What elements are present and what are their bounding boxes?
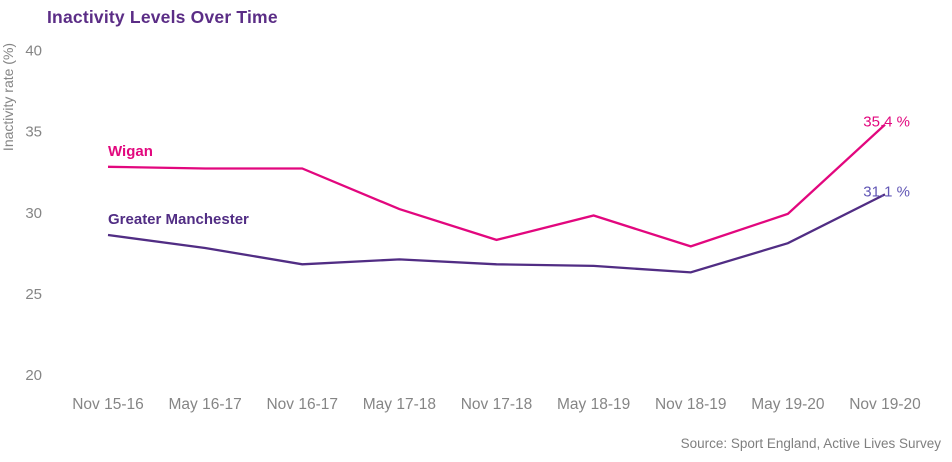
x-tick-label: Nov 18-19 [655,396,727,413]
y-tick-label: 35 [25,124,42,141]
y-tick-label: 25 [25,286,42,303]
source-caption: Source: Sport England, Active Lives Surv… [680,436,941,451]
y-tick-label: 40 [25,42,42,59]
series-line-greater-manchester [107,193,886,274]
series-line-wigan [107,123,886,248]
x-tick-label: Nov 19-20 [849,396,921,413]
chart-title: Inactivity Levels Over Time [47,7,278,27]
x-tick-label: Nov 17-18 [461,396,533,413]
series-label-wigan: Wigan [108,143,153,160]
y-tick-label: 20 [25,367,42,384]
y-axis-title: Inactivity rate (%) [0,43,16,151]
x-tick-label: Nov 15-16 [72,396,144,413]
x-tick-label: May 16-17 [169,396,242,413]
series-end-value-wigan: 35.4 % [863,114,910,131]
y-tick-label: 30 [25,205,42,222]
x-tick-label: May 18-19 [557,396,630,413]
series-label-greater-manchester: Greater Manchester [108,211,249,228]
x-tick-label: May 17-18 [363,396,436,413]
series-end-value-greater-manchester: 31.1 % [863,183,910,200]
x-tick-label: May 19-20 [751,396,825,413]
x-tick-label: Nov 16-17 [266,396,338,413]
